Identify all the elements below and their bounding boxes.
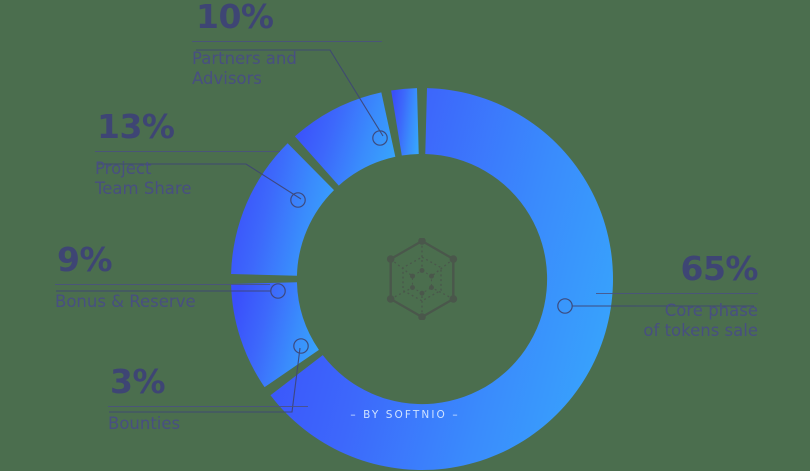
callout-percent: 9% [57, 240, 113, 279]
callout-bounties: 3% Bounties [108, 362, 308, 434]
marker-partners [372, 130, 388, 146]
hexagon-lattice-logo [386, 238, 458, 320]
callout-rule [55, 283, 270, 285]
donut-segment[interactable] [231, 282, 319, 388]
callout-label: Partners and Advisors [192, 48, 297, 88]
callout-rule [192, 40, 382, 42]
callout-percent: 3% [110, 362, 166, 401]
marker-bonus [270, 283, 286, 299]
donut-segment[interactable] [391, 88, 419, 156]
callout-label: Core phase of tokens sale [643, 300, 758, 340]
marker-bounties [293, 338, 309, 354]
marker-core [557, 298, 573, 314]
callout-rule [95, 150, 280, 152]
marker-team [290, 192, 306, 208]
callout-core-phase-of-tokens-sale: 65% Core phase of tokens sale [596, 249, 759, 341]
donut-segment[interactable] [231, 143, 335, 276]
donut-segment[interactable] [270, 88, 613, 470]
callout-bonus-and-reserve: 9% Bonus & Reserve [55, 240, 270, 312]
leader-line-partners [196, 49, 384, 137]
callout-partners-and-advisors: 10% Partners and Advisors [192, 0, 382, 89]
callout-percent: 65% [680, 249, 759, 288]
leader-line-bounties [109, 347, 301, 413]
callout-rule [108, 405, 308, 407]
callout-percent: 13% [97, 107, 175, 146]
callout-label: Bounties [108, 413, 181, 433]
callout-label: Project Team Share [95, 158, 192, 198]
callout-project-team-share: 13% Project Team Share [95, 107, 280, 199]
callout-label: Bonus & Reserve [55, 291, 196, 311]
donut-segments [231, 88, 613, 470]
callout-percent: 10% [196, 0, 274, 36]
leader-line-team [97, 163, 302, 200]
callout-rule [596, 292, 758, 294]
leader-lines [56, 49, 754, 413]
softnio-credit: – BY SOFTNIO – [350, 409, 460, 421]
